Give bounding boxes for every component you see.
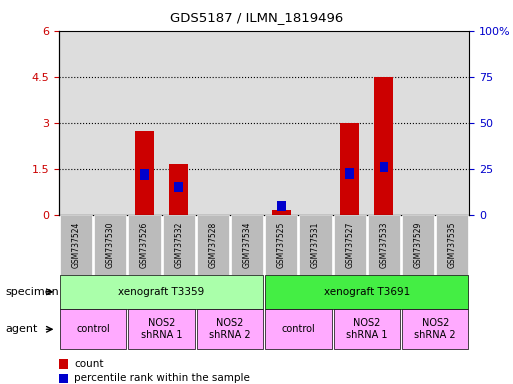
Text: control: control [282,324,315,334]
Text: GSM737531: GSM737531 [311,222,320,268]
Text: NOS2
shRNA 2: NOS2 shRNA 2 [415,318,456,340]
Text: percentile rank within the sample: percentile rank within the sample [74,373,250,384]
Bar [374,77,393,215]
Bar [272,210,291,215]
Text: GSM737528: GSM737528 [208,222,218,268]
Bar [340,123,359,215]
Text: GSM737525: GSM737525 [277,222,286,268]
Text: NOS2
shRNA 2: NOS2 shRNA 2 [209,318,251,340]
Bar [345,169,354,179]
Text: GSM737529: GSM737529 [413,222,423,268]
Bar [174,182,183,192]
Text: NOS2
shRNA 1: NOS2 shRNA 1 [346,318,387,340]
Text: control: control [76,324,110,334]
Text: GSM737524: GSM737524 [72,222,81,268]
Text: xenograft T3359: xenograft T3359 [119,287,205,297]
Text: NOS2
shRNA 1: NOS2 shRNA 1 [141,318,182,340]
Bar [277,201,286,211]
Text: GSM737532: GSM737532 [174,222,183,268]
Text: GSM737527: GSM737527 [345,222,354,268]
Text: GDS5187 / ILMN_1819496: GDS5187 / ILMN_1819496 [170,12,343,25]
Bar [135,131,154,215]
Text: GSM737533: GSM737533 [380,222,388,268]
Text: specimen: specimen [5,287,59,297]
Text: xenograft T3691: xenograft T3691 [324,287,410,297]
Text: count: count [74,359,104,369]
Text: GSM737530: GSM737530 [106,222,115,268]
Bar [169,164,188,215]
Text: GSM737534: GSM737534 [243,222,251,268]
Text: agent: agent [5,324,37,334]
Text: GSM737526: GSM737526 [140,222,149,268]
Text: GSM737535: GSM737535 [448,222,457,268]
Bar [140,169,149,180]
Bar [380,162,388,172]
